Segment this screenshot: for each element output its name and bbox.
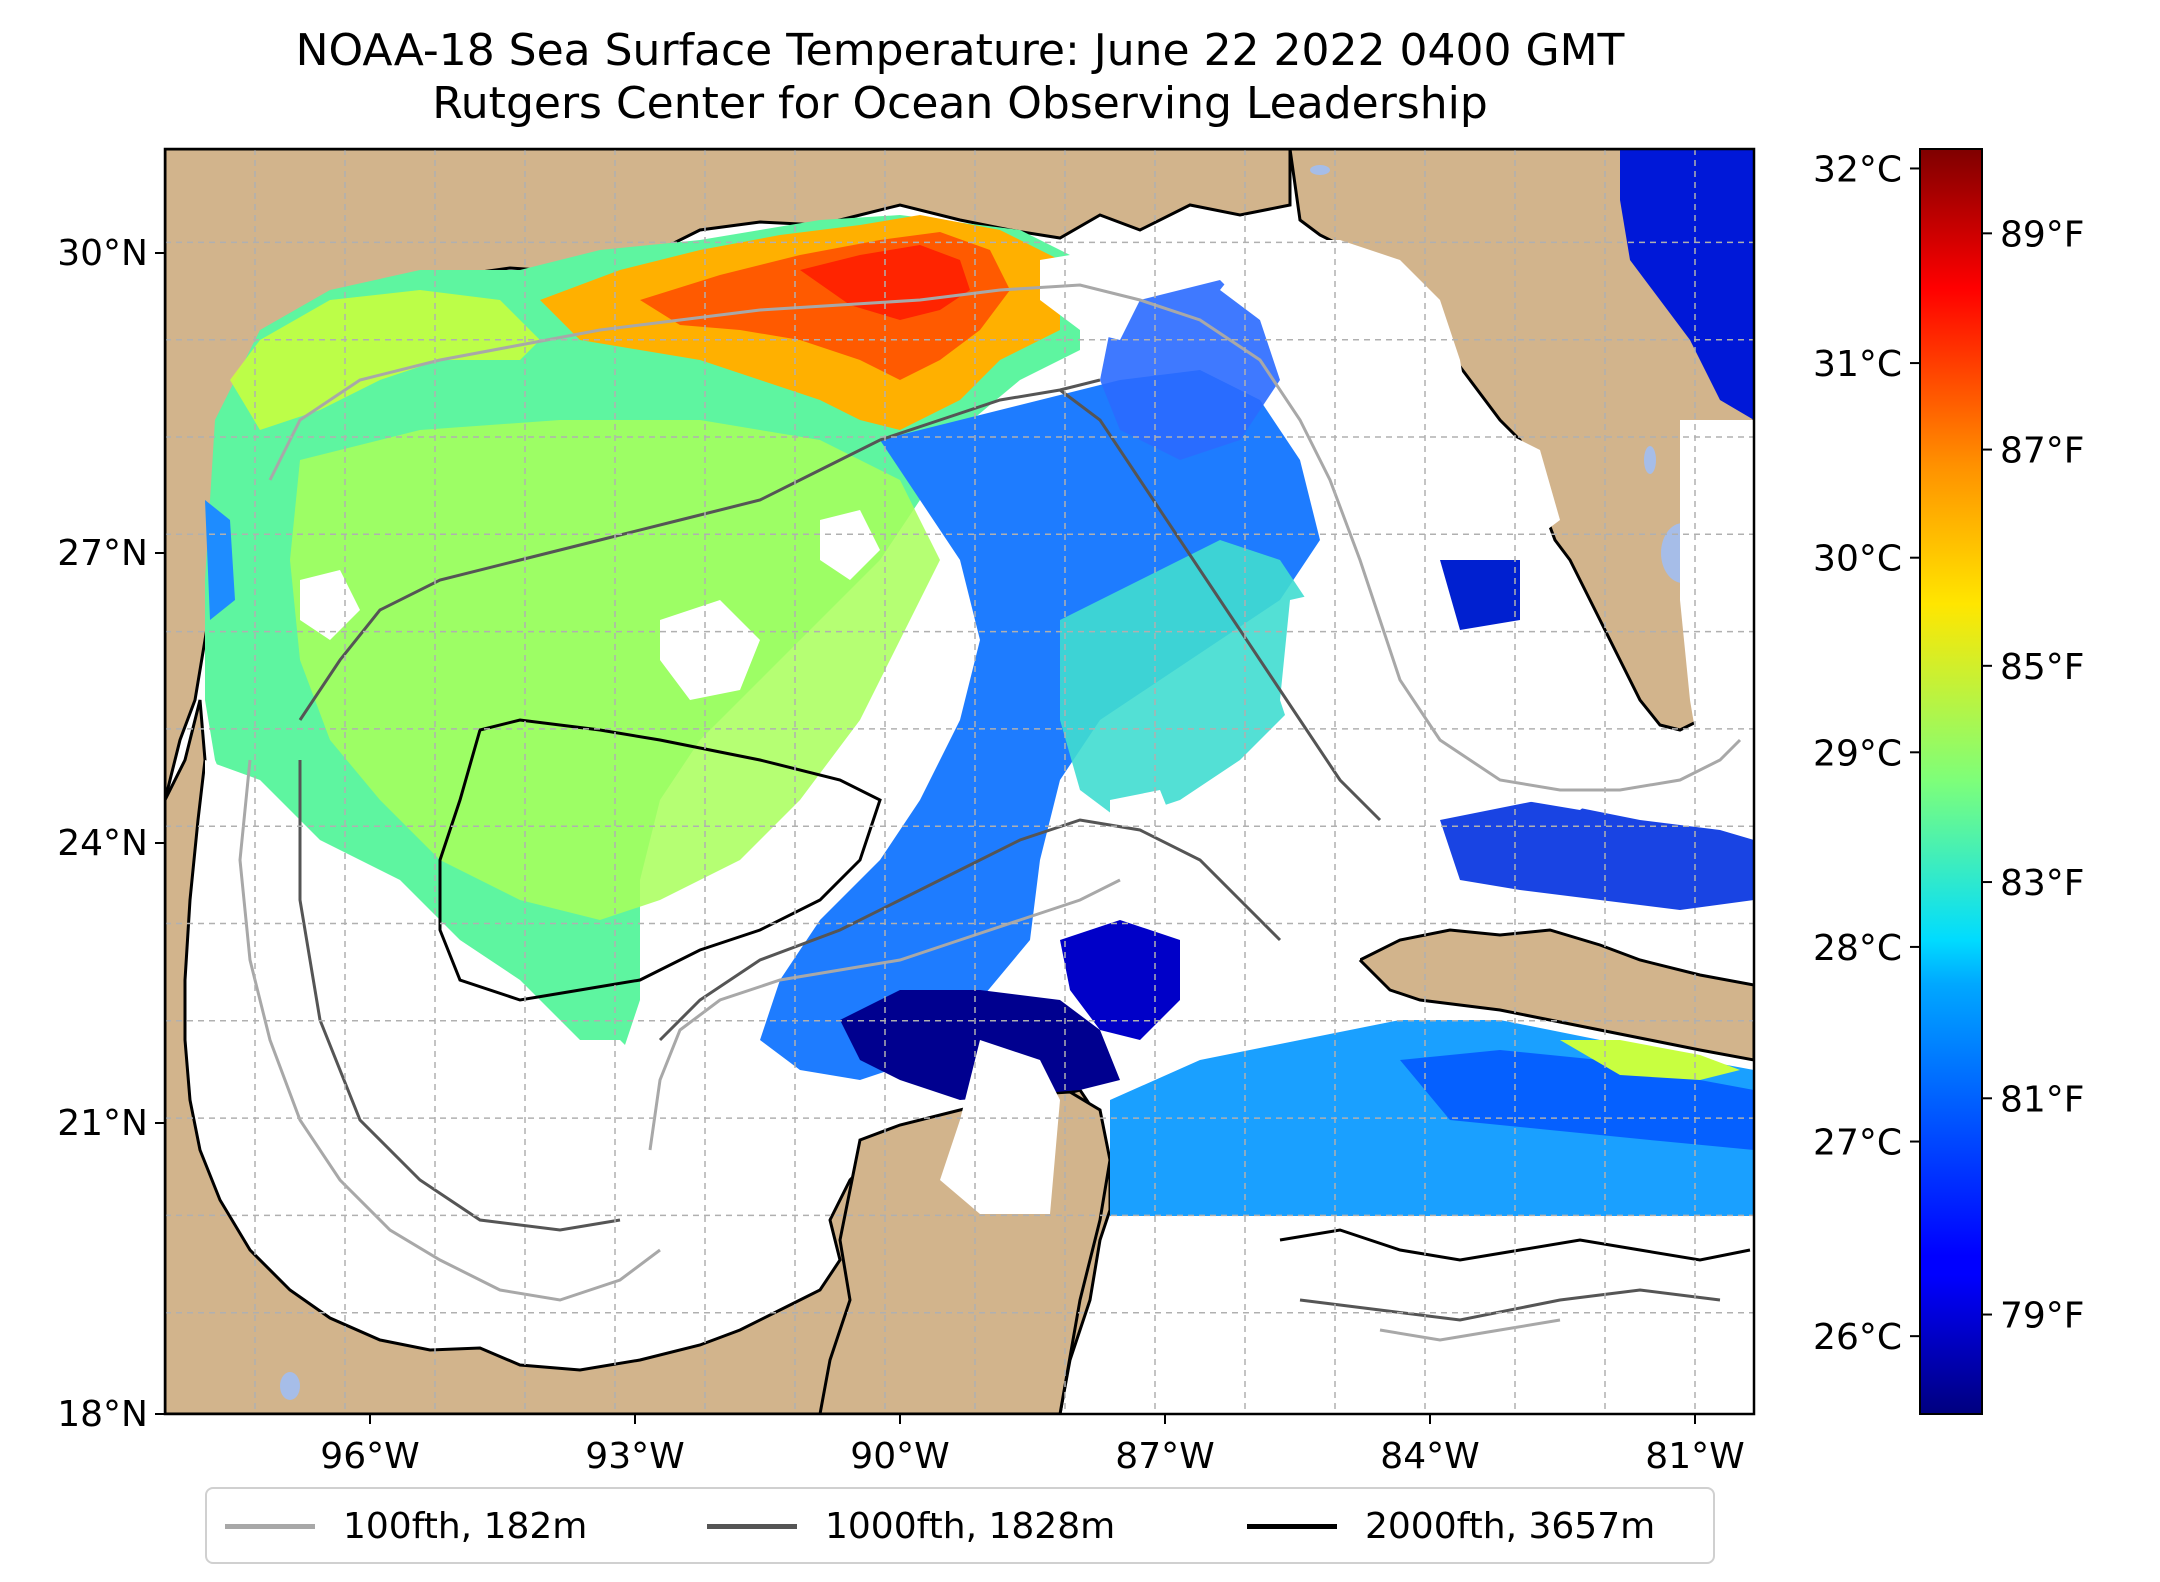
legend: 100fth, 182m 1000fth, 1828m 2000fth, 365…	[205, 1487, 1715, 1564]
celsius-tick-label: 26°C	[1813, 1317, 1902, 1358]
fahrenheit-tick-label: 87°F	[2000, 431, 2085, 472]
lon-tick-label: 81°W	[1645, 1436, 1744, 1477]
legend-line-icon	[707, 1523, 797, 1529]
lon-tick-label: 90°W	[850, 1436, 949, 1477]
legend-label: 100fth, 182m	[343, 1505, 588, 1547]
legend-line-icon	[225, 1523, 315, 1529]
legend-label: 1000fth, 1828m	[825, 1505, 1116, 1547]
lon-tick-label: 84°W	[1380, 1436, 1479, 1477]
bathymetry-contours	[238, 283, 1751, 1342]
legend-line-icon	[1247, 1523, 1337, 1529]
fahrenheit-tick-label: 81°F	[2000, 1079, 2085, 1120]
celsius-tick-label: 29°C	[1813, 733, 1902, 774]
lat-tick-label: 30°N	[57, 233, 148, 274]
fahrenheit-tick-label: 85°F	[2000, 647, 2085, 688]
map-panel[interactable]	[165, 149, 1754, 1414]
celsius-tick-label: 32°C	[1813, 149, 1902, 190]
lon-tick-label: 93°W	[585, 1436, 684, 1477]
legend-label: 2000fth, 3657m	[1365, 1505, 1656, 1547]
map-axis-ticks	[155, 252, 1696, 1424]
lon-tick-label: 96°W	[320, 1436, 419, 1477]
graticule	[165, 149, 1754, 1414]
fahrenheit-tick-label: 79°F	[2000, 1296, 2085, 1337]
fahrenheit-tick-label: 89°F	[2000, 214, 2085, 255]
sst-atlantic-edge	[1620, 149, 1754, 420]
lat-tick-label: 21°N	[57, 1103, 148, 1144]
celsius-tick-label: 28°C	[1813, 928, 1902, 969]
chart-title: NOAA-18 Sea Surface Temperature: June 22…	[295, 25, 1625, 76]
colorbar	[1919, 148, 1983, 1415]
fahrenheit-tick-label: 83°F	[2000, 863, 2085, 904]
celsius-tick-label: 31°C	[1813, 344, 1902, 385]
lon-tick-label: 87°W	[1115, 1436, 1214, 1477]
lat-tick-label: 24°N	[57, 823, 148, 864]
legend-item-100fth: 100fth, 182m	[225, 1503, 587, 1549]
map-frame	[163, 147, 1756, 1416]
celsius-tick-label: 30°C	[1813, 539, 1902, 580]
colorbar-ticks: 32°C 31°C 30°C 29°C 28°C 27°C 26°C 89°F 87°F 85°F…	[1813, 149, 2084, 1358]
lat-tick-label: 18°N	[57, 1394, 148, 1435]
lat-tick-label: 27°N	[57, 533, 148, 574]
legend-item-2000fth: 2000fth, 3657m	[1247, 1503, 1655, 1549]
chart-subtitle: Rutgers Center for Ocean Observing Leade…	[432, 78, 1488, 129]
sst-cool-region	[760, 370, 1320, 1080]
legend-item-1000fth: 1000fth, 1828m	[707, 1503, 1115, 1549]
celsius-tick-label: 27°C	[1813, 1123, 1902, 1164]
cloud-gaps	[205, 240, 1754, 1414]
